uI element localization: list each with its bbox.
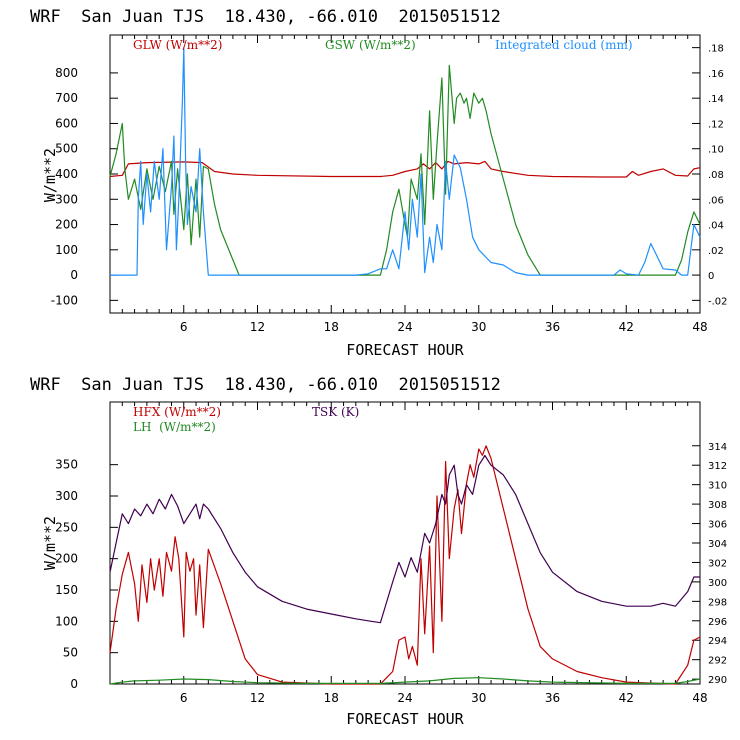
y2-tick-label: 302 [708, 558, 727, 569]
series-line-0 [109, 160, 701, 178]
y2-tick-label: 304 [708, 539, 727, 550]
y-tick-label: 700 [55, 91, 78, 105]
chart1-legend-cloud: Integrated cloud (mm) [495, 38, 633, 52]
y-tick-label: 100 [55, 614, 78, 628]
chart1-series-group [109, 47, 701, 276]
series-line-2 [109, 454, 700, 624]
y2-tick-label: .10 [708, 145, 724, 156]
chart1-title: WRF San Juan TJS 18.430, -66.010 2015051… [30, 7, 501, 27]
chart2-legend-hfx: HFX (W/m**2) [133, 405, 221, 419]
y2-tick-label: 314 [708, 442, 727, 453]
chart2-ylabel: W/m**2 [41, 516, 59, 570]
chart1-legend-glw: GLW (W/m**2) [133, 38, 222, 52]
chart2-legend-tsk: TSK (K) [312, 405, 359, 419]
y-tick-label: 500 [55, 142, 78, 156]
x-tick-label: 6 [180, 320, 188, 334]
y-tick-label: 300 [55, 489, 78, 503]
x-tick-label: 24 [397, 320, 412, 334]
y-tick-label: 250 [55, 520, 78, 534]
y-tick-label: -100 [51, 293, 78, 307]
x-tick-label: 30 [471, 320, 486, 334]
y-tick-label: 200 [55, 218, 78, 232]
x-tick-label: 6 [180, 691, 188, 705]
y2-tick-label: 290 [708, 675, 727, 686]
y2-tick-label: .04 [708, 221, 724, 232]
y2-tick-label: 306 [708, 520, 727, 531]
y-tick-label: 300 [55, 192, 78, 206]
y-tick-label: 800 [55, 66, 78, 80]
x-tick-label: 30 [471, 691, 486, 705]
y-tick-label: 100 [55, 243, 78, 257]
y2-tick-label: .16 [708, 69, 724, 80]
chart2-title: WRF San Juan TJS 18.430, -66.010 2015051… [30, 375, 501, 395]
y2-tick-label: .02 [708, 246, 724, 257]
y2-tick-label: .18 [708, 44, 724, 55]
x-tick-label: 42 [619, 691, 634, 705]
y2-tick-label: .14 [708, 94, 724, 105]
y2-tick-label: 294 [708, 636, 727, 647]
chart2-axes: 6 12 18 24 30 36 42 48 0 50 100 150 200 250 300 350 290 2… [55, 402, 727, 705]
y2-tick-label: .12 [708, 119, 724, 130]
y2-tick-label: 296 [708, 617, 727, 628]
x-tick-label: 48 [692, 691, 707, 705]
y-tick-label: 50 [63, 646, 78, 660]
y2-tick-label: 312 [708, 461, 727, 472]
series-line-2 [110, 47, 701, 276]
chart2-series-group [109, 445, 701, 685]
y-tick-label: 150 [55, 583, 78, 597]
series-line-0 [109, 445, 701, 685]
x-tick-label: 36 [545, 320, 560, 334]
y2-tick-label: 310 [708, 481, 727, 492]
y2-tick-label: 292 [708, 656, 727, 667]
y2-tick-label: 300 [708, 578, 727, 589]
chart2-xlabel: FORECAST HOUR [346, 710, 464, 728]
x-tick-label: 18 [324, 320, 339, 334]
chart2-legend-lh: LH (W/m**2) [133, 420, 216, 434]
x-tick-label: 12 [250, 320, 265, 334]
chart1-ylabel: W/m**2 [41, 148, 59, 202]
series-line-1 [109, 677, 701, 685]
y2-tick-label: .08 [708, 170, 724, 181]
x-tick-label: 18 [324, 691, 339, 705]
y-tick-label: 600 [55, 116, 78, 130]
y-tick-label: 350 [55, 458, 78, 472]
y-tick-label: 0 [70, 677, 78, 691]
y-tick-label: 400 [55, 167, 78, 181]
chart1-axes: 6 12 18 24 30 36 42 48 -100 0 100 200 300 400 500 600 70… [51, 35, 728, 334]
x-tick-label: 42 [619, 320, 634, 334]
y-tick-label: 200 [55, 552, 78, 566]
y2-tick-label: 0 [708, 271, 714, 282]
chart2-plot-frame [109, 401, 701, 685]
x-tick-label: 12 [250, 691, 265, 705]
y2-tick-label: 308 [708, 500, 727, 511]
y-tick-label: 0 [70, 268, 78, 282]
x-tick-label: 48 [692, 320, 707, 334]
y2-tick-label: .06 [708, 195, 724, 206]
chart1-legend-gsw: GSW (W/m**2) [325, 38, 416, 52]
y2-tick-label: -.02 [708, 296, 728, 307]
x-tick-label: 24 [397, 691, 412, 705]
y2-tick-label: 298 [708, 597, 727, 608]
x-tick-label: 36 [545, 691, 560, 705]
chart1-xlabel: FORECAST HOUR [346, 341, 464, 359]
